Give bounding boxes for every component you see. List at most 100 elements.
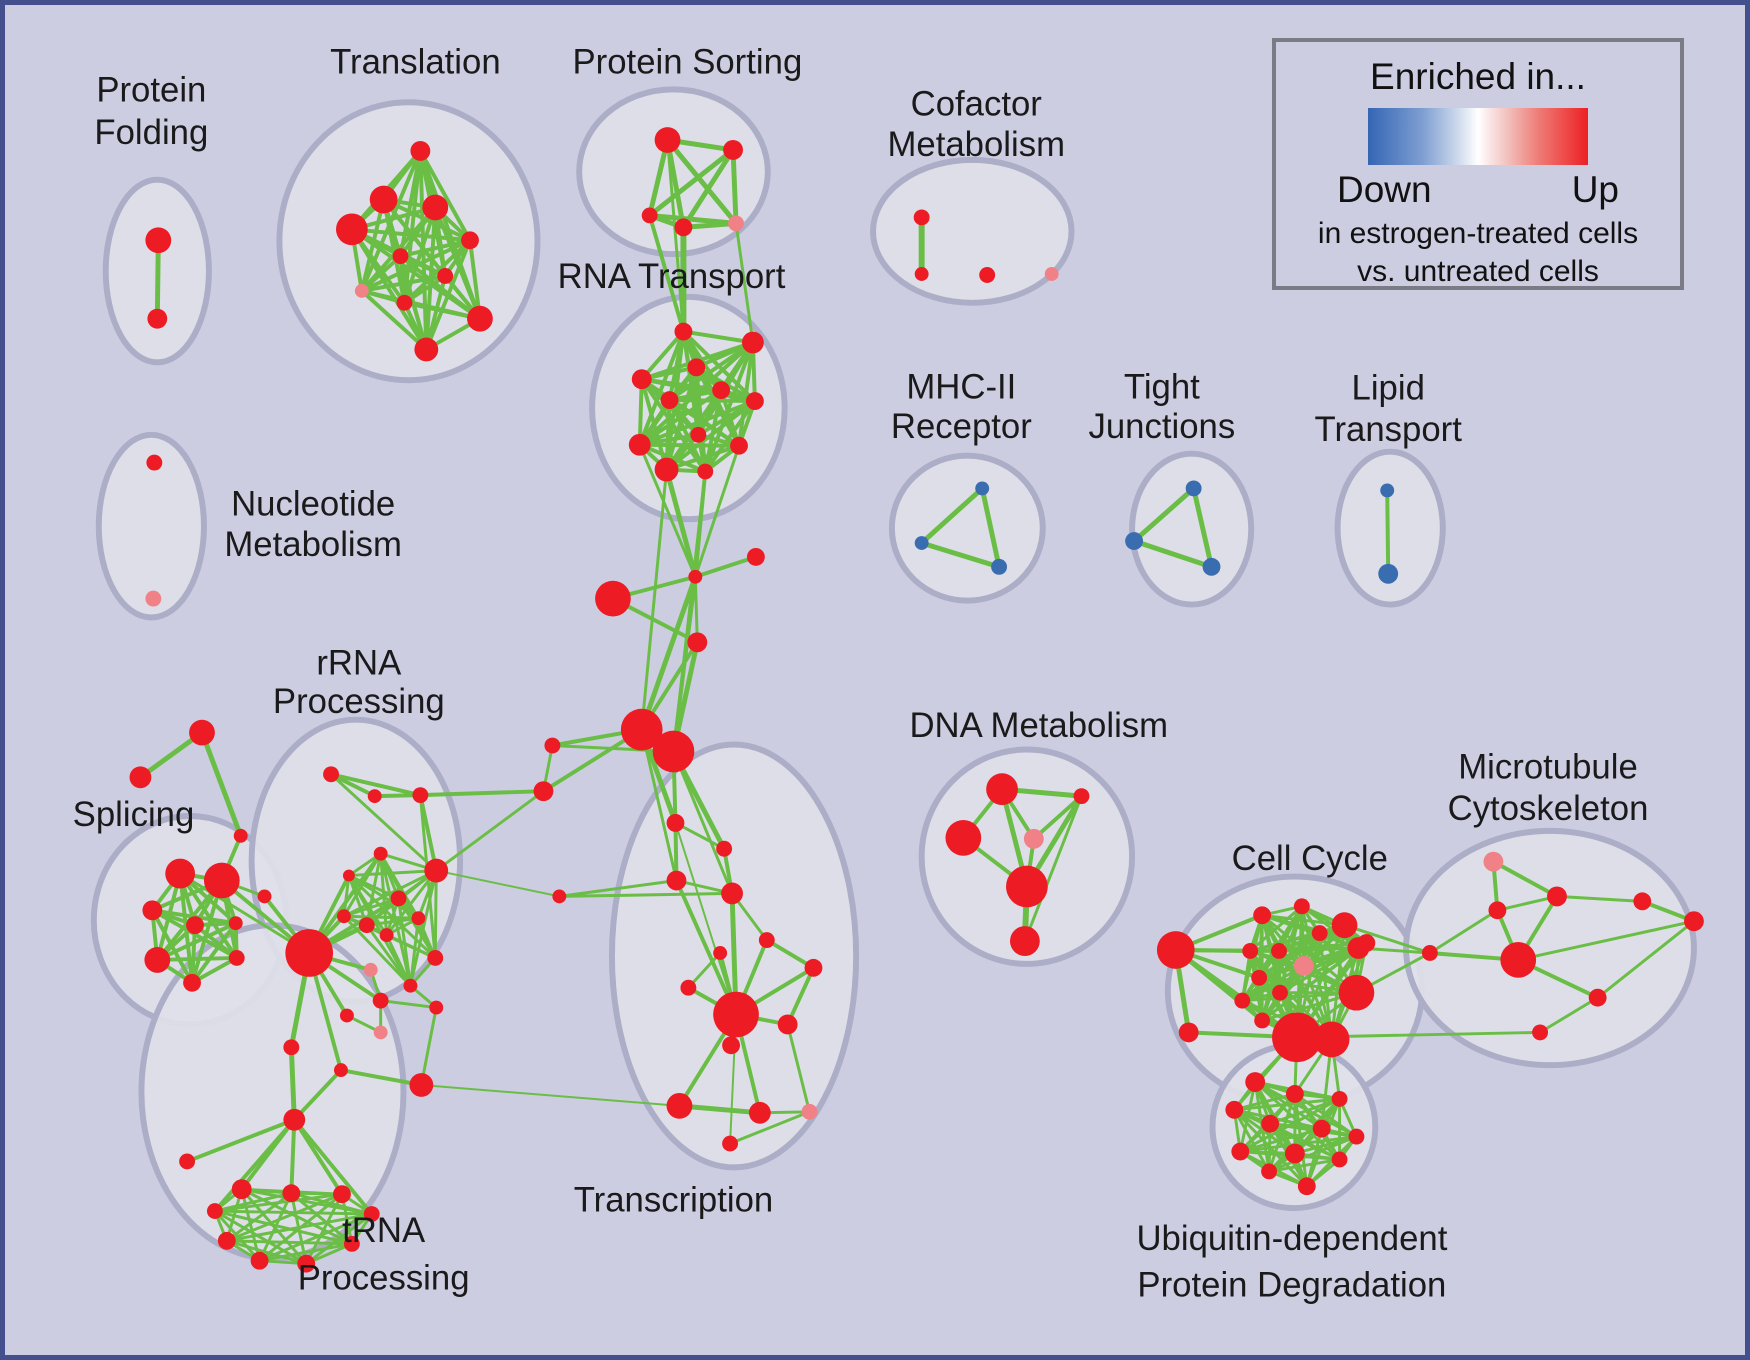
node-rt7[interactable] — [745, 392, 764, 410]
node-g2[interactable] — [129, 766, 152, 789]
node-tl6[interactable] — [392, 248, 409, 265]
node-sp6[interactable] — [144, 947, 171, 973]
node-ta9[interactable] — [343, 1235, 360, 1252]
node-pf1[interactable] — [145, 227, 172, 254]
node-pf2[interactable] — [147, 308, 168, 329]
node-cc13[interactable] — [1313, 1021, 1350, 1058]
node-cchub[interactable] — [1156, 931, 1195, 969]
node-u7[interactable] — [1348, 1128, 1365, 1145]
node-nm1[interactable] — [146, 454, 163, 471]
node-tl2[interactable] — [369, 185, 398, 214]
node-tx12[interactable] — [748, 1101, 771, 1124]
node-ccbig[interactable] — [1272, 1012, 1322, 1063]
node-cf4[interactable] — [1044, 267, 1059, 281]
node-u4[interactable] — [1225, 1100, 1244, 1119]
node-cn1[interactable] — [688, 569, 703, 584]
node-cf2[interactable] — [914, 267, 929, 281]
node-rn13[interactable] — [372, 992, 389, 1009]
node-cc12[interactable] — [1234, 992, 1251, 1009]
node-u3[interactable] — [1331, 1090, 1348, 1107]
node-tx2[interactable] — [716, 840, 733, 857]
node-tx4[interactable] — [721, 882, 743, 905]
node-dn2[interactable] — [1073, 788, 1090, 805]
node-mc5[interactable] — [1633, 892, 1652, 911]
node-po2[interactable] — [723, 140, 743, 160]
node-ta4[interactable] — [206, 1203, 223, 1220]
node-po3[interactable] — [641, 207, 658, 224]
node-sp2[interactable] — [203, 862, 240, 899]
node-cc14[interactable] — [1338, 974, 1375, 1011]
node-cc9[interactable] — [1251, 969, 1268, 986]
node-cc4[interactable] — [1293, 898, 1310, 915]
node-u5[interactable] — [1261, 1114, 1280, 1133]
node-rn1[interactable] — [323, 766, 339, 783]
node-tj2[interactable] — [1125, 532, 1144, 550]
node-mcconn[interactable] — [1421, 945, 1438, 961]
node-rt12[interactable] — [697, 463, 714, 480]
node-lp1[interactable] — [1380, 483, 1395, 498]
node-dn1[interactable] — [986, 773, 1018, 806]
node-ta7[interactable] — [250, 1251, 269, 1270]
node-thub[interactable] — [283, 1108, 306, 1131]
node-rn7[interactable] — [390, 890, 407, 907]
node-sp8[interactable] — [183, 973, 201, 992]
node-sp1[interactable] — [165, 858, 196, 889]
node-rn4[interactable] — [373, 846, 388, 861]
node-cc1[interactable] — [1242, 943, 1259, 959]
node-tl1[interactable] — [410, 140, 431, 161]
node-po5[interactable] — [728, 215, 744, 232]
node-rt9[interactable] — [628, 433, 651, 456]
node-u12[interactable] — [1297, 1177, 1316, 1196]
node-mc3[interactable] — [1488, 901, 1507, 920]
node-tx13[interactable] — [801, 1103, 818, 1120]
node-tx11[interactable] — [666, 1092, 693, 1119]
node-sp3[interactable] — [142, 900, 163, 921]
node-rn8[interactable] — [411, 911, 426, 926]
node-mc4[interactable] — [1500, 942, 1537, 978]
node-rn18[interactable] — [339, 1008, 354, 1023]
node-dn5[interactable] — [1006, 865, 1048, 908]
node-hl2[interactable] — [533, 781, 554, 802]
node-tx5[interactable] — [713, 946, 728, 960]
node-dn3[interactable] — [945, 819, 982, 856]
node-rt10[interactable] — [730, 436, 748, 455]
node-rt3[interactable] — [687, 358, 706, 377]
node-hl1[interactable] — [544, 737, 561, 754]
node-cf1[interactable] — [913, 209, 930, 226]
node-tj1[interactable] — [1185, 480, 1202, 497]
node-cc5[interactable] — [1311, 925, 1328, 942]
node-tx9[interactable] — [804, 958, 823, 977]
node-tx7[interactable] — [680, 979, 697, 996]
node-tl3[interactable] — [335, 213, 368, 246]
node-cc11[interactable] — [1254, 1012, 1271, 1029]
node-dn4[interactable] — [1023, 828, 1044, 849]
node-sp5[interactable] — [228, 916, 243, 931]
node-h2[interactable] — [652, 730, 695, 773]
node-rn14[interactable] — [403, 978, 418, 993]
node-rconn[interactable] — [257, 889, 272, 904]
node-cf3[interactable] — [979, 267, 996, 283]
node-u1[interactable] — [1245, 1072, 1266, 1092]
node-dn6[interactable] — [1010, 926, 1040, 956]
node-tl10[interactable] — [467, 305, 493, 332]
node-mh1[interactable] — [975, 481, 990, 496]
node-rt5[interactable] — [660, 391, 679, 410]
node-rn5[interactable] — [342, 869, 355, 882]
node-u9[interactable] — [1284, 1143, 1305, 1164]
node-u6[interactable] — [1312, 1119, 1331, 1138]
node-tj3[interactable] — [1202, 557, 1221, 576]
node-h1[interactable] — [620, 708, 663, 751]
node-ta2[interactable] — [282, 1184, 301, 1203]
node-rt11[interactable] — [654, 457, 679, 482]
node-ta1[interactable] — [231, 1179, 252, 1200]
node-txhub[interactable] — [713, 991, 759, 1038]
node-cc6[interactable] — [1331, 912, 1358, 939]
node-po4[interactable] — [674, 218, 693, 237]
node-txconn[interactable] — [552, 889, 567, 904]
node-cc3[interactable] — [1271, 943, 1287, 959]
node-u10[interactable] — [1331, 1151, 1348, 1168]
node-lp2[interactable] — [1378, 563, 1399, 584]
node-rn11[interactable] — [379, 928, 394, 943]
node-u2[interactable] — [1285, 1085, 1304, 1103]
node-rn9[interactable] — [358, 917, 375, 934]
